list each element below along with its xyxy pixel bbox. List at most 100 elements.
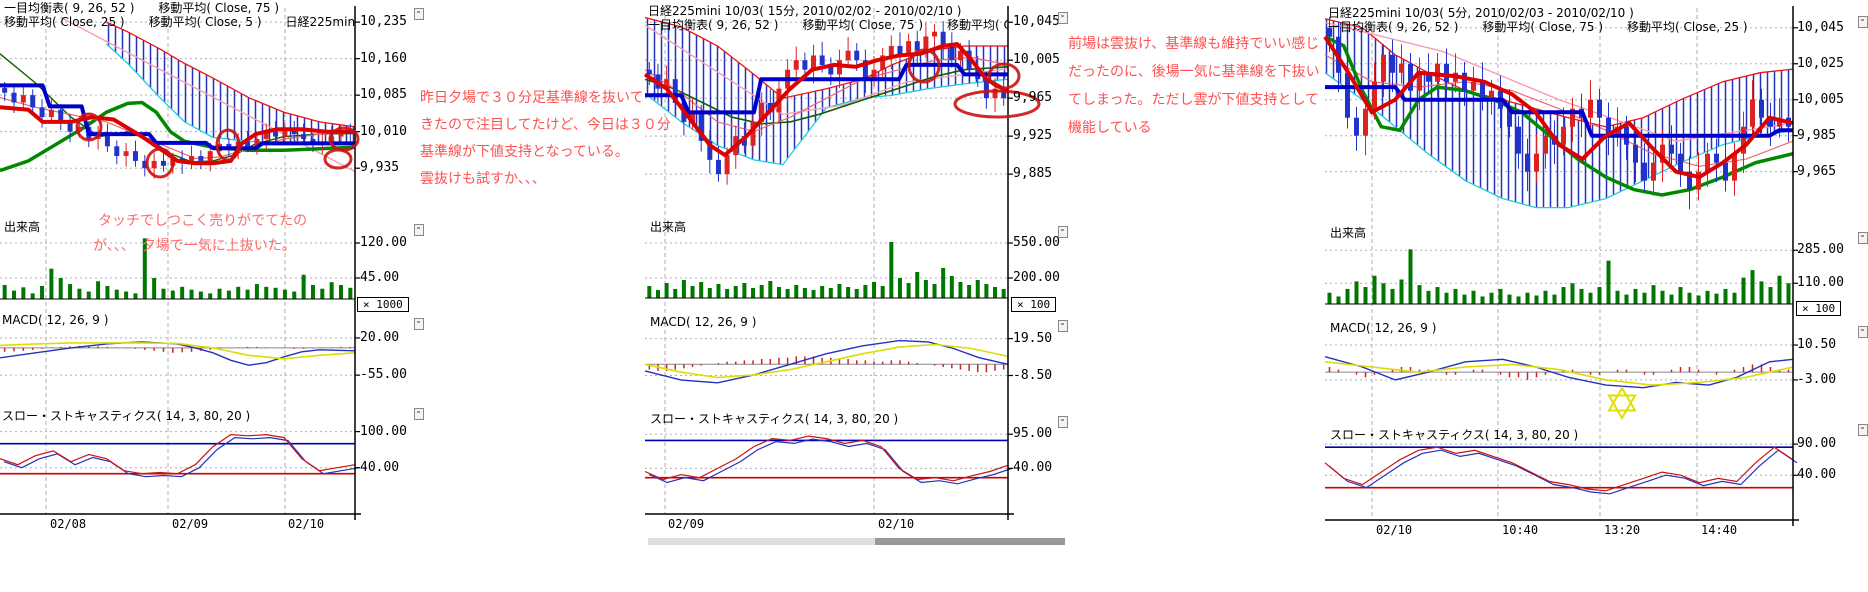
volume-bar bbox=[794, 285, 799, 298]
candle-body bbox=[1768, 117, 1773, 127]
candle-body bbox=[1741, 126, 1746, 154]
section-resize-icon[interactable] bbox=[1858, 326, 1868, 338]
ma75-line bbox=[0, 100, 356, 173]
section-resize-icon[interactable] bbox=[414, 318, 424, 330]
volume-bar bbox=[975, 280, 980, 298]
trade-note-2-line-1: 前場は雲抜け、基準線も維持でいい感じ bbox=[1068, 36, 1320, 52]
volume-bar bbox=[58, 278, 63, 299]
volume-bar bbox=[30, 293, 35, 299]
y-axis-label: 40.00 bbox=[1013, 460, 1053, 476]
volume-bar bbox=[12, 290, 17, 299]
volume-bar bbox=[1714, 293, 1719, 304]
volume-bar bbox=[1741, 277, 1746, 304]
candle-body bbox=[1534, 153, 1539, 172]
candle-body bbox=[1345, 72, 1350, 118]
candle-body bbox=[291, 129, 297, 135]
candle-body bbox=[1525, 153, 1530, 172]
section-resize-icon[interactable] bbox=[414, 224, 424, 236]
candle-body bbox=[914, 41, 920, 51]
volume-bar bbox=[1345, 288, 1350, 304]
volume-bar bbox=[96, 281, 101, 299]
volume-bar bbox=[872, 282, 877, 298]
candle-body bbox=[750, 121, 756, 146]
candle-body bbox=[698, 112, 704, 141]
volume-bar bbox=[837, 284, 842, 298]
volume-bar bbox=[993, 287, 998, 298]
x-axis-date-label: 02/09 bbox=[668, 517, 705, 531]
y-axis-label: 9,965 bbox=[1797, 163, 1837, 179]
volume-bar bbox=[142, 238, 147, 299]
candle-body bbox=[949, 45, 955, 61]
stoch-d-line bbox=[1328, 449, 1798, 495]
y-axis-label: 45.00 bbox=[360, 270, 400, 285]
time-scrollbar-track[interactable] bbox=[648, 538, 1065, 545]
macd-section-label: MACD( 12, 26, 9 ) bbox=[650, 315, 757, 329]
volume-bar bbox=[1615, 290, 1620, 304]
volume-bar bbox=[245, 289, 250, 299]
section-resize-icon[interactable] bbox=[1858, 232, 1868, 244]
volume-bar bbox=[1390, 288, 1395, 304]
tenkan-line bbox=[1323, 35, 1794, 180]
macd-section-label: MACD( 12, 26, 9 ) bbox=[2, 313, 109, 327]
candle-body bbox=[254, 138, 260, 147]
y-axis-label: 10,045 bbox=[1013, 14, 1060, 30]
volume-bar bbox=[984, 284, 989, 298]
chikou-line bbox=[644, 24, 1009, 116]
volume-bar bbox=[310, 285, 315, 299]
candle-body bbox=[30, 95, 36, 108]
volume-bar bbox=[1489, 292, 1494, 304]
candle-body bbox=[957, 50, 963, 61]
candle-body bbox=[1633, 144, 1638, 163]
candle-body bbox=[76, 126, 82, 132]
candle-body bbox=[329, 136, 335, 142]
ichimoku-cloud bbox=[645, 17, 1008, 165]
volume-bar bbox=[1678, 287, 1683, 304]
candle-body bbox=[301, 134, 307, 139]
section-resize-icon[interactable] bbox=[1058, 12, 1068, 24]
candle-body bbox=[664, 79, 670, 89]
volume-bar bbox=[1354, 281, 1359, 304]
x-axis-date-label: 02/10 bbox=[878, 517, 915, 531]
volume-bar bbox=[707, 288, 712, 298]
volume-bar bbox=[1327, 292, 1332, 304]
volume-bar bbox=[1498, 288, 1503, 304]
y-axis-label: 40.00 bbox=[360, 459, 400, 475]
panel1-indicator-header-1: 一目均衡表( 9, 26, 52 ) 移動平均( Close, 75 ) bbox=[4, 2, 280, 15]
y-axis-label: 10,025 bbox=[1797, 55, 1844, 71]
candle-body bbox=[1732, 153, 1737, 181]
candle-body bbox=[58, 109, 64, 122]
candle-body bbox=[1507, 108, 1512, 127]
volume-bar bbox=[264, 286, 269, 299]
trade-note-2-line-4: 機能している bbox=[1068, 120, 1152, 136]
y-axis-label: 9,935 bbox=[360, 160, 400, 176]
time-scrollbar-thumb[interactable] bbox=[875, 538, 1065, 545]
candle-body bbox=[2, 87, 8, 93]
macd-line bbox=[644, 339, 1009, 384]
volume-scale-badge: × 1000 bbox=[357, 297, 409, 312]
volume-bar bbox=[1399, 279, 1404, 304]
volume-bar bbox=[105, 285, 110, 299]
volume-bar bbox=[1597, 287, 1602, 304]
section-resize-icon[interactable] bbox=[1058, 416, 1068, 428]
hand-drawn-circle-annotation bbox=[323, 148, 353, 170]
volume-bar bbox=[152, 278, 157, 299]
section-resize-icon[interactable] bbox=[414, 8, 424, 20]
volume-bar bbox=[301, 274, 306, 299]
volume-bar bbox=[208, 293, 213, 299]
volume-bar bbox=[189, 289, 194, 299]
section-resize-icon[interactable] bbox=[1858, 16, 1868, 28]
section-resize-icon[interactable] bbox=[414, 408, 424, 420]
section-resize-icon[interactable] bbox=[1858, 424, 1868, 436]
volume-bar bbox=[1642, 292, 1647, 304]
volume-section-label: 出来高 bbox=[1330, 226, 1367, 240]
section-resize-icon[interactable] bbox=[1058, 226, 1068, 238]
panel1-inline-note-line-2: が、、、 夕場で一気に上抜いた。 bbox=[93, 238, 296, 254]
panel2-indicator-header: 一目均衡表( 9, 26, 52 ) 移動平均( Close, 75 ) 移動平… bbox=[648, 19, 1008, 32]
volume-bar bbox=[854, 289, 859, 298]
macd-signal-line bbox=[0, 342, 356, 360]
hand-drawn-circle-annotation bbox=[987, 62, 1021, 90]
candle-body bbox=[1642, 162, 1647, 181]
section-resize-icon[interactable] bbox=[1058, 320, 1068, 332]
volume-bar bbox=[759, 285, 764, 298]
